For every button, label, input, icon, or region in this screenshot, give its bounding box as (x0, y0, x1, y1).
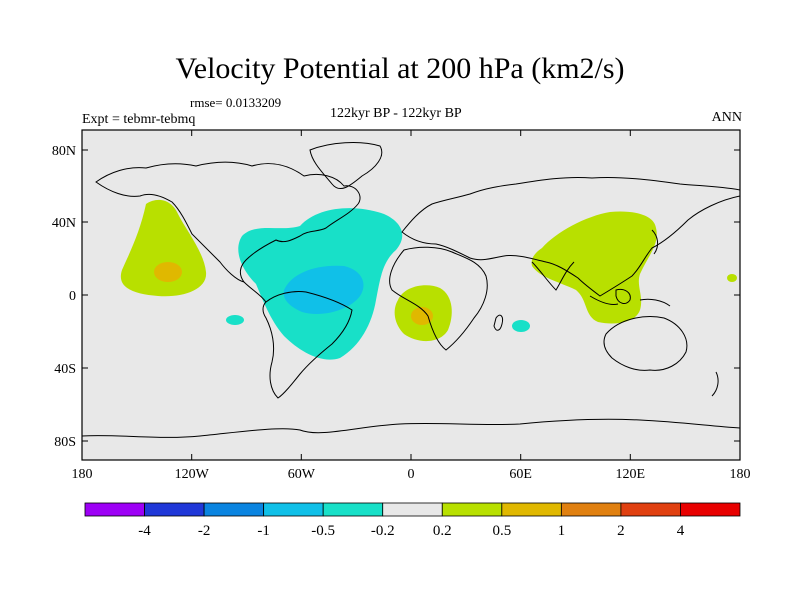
contour-pos-east-pacific (120, 199, 207, 297)
lon-tick-0: 0 (408, 130, 415, 482)
coast-eurasia (401, 176, 740, 297)
lat-tick-0: 0 (69, 289, 740, 304)
colorbar-label: -1 (257, 523, 270, 539)
contour-core-amazon (283, 265, 364, 315)
lon-label-60E: 60E (509, 467, 532, 482)
lat-label-40S: 40S (54, 362, 76, 377)
lon-axis: 180 120W 60W 0 60E 120E 180 (72, 130, 751, 482)
season-label: ANN (711, 110, 742, 125)
lat-axis: 80N 40N 0 40S 80S (52, 144, 740, 450)
contour-layer (82, 142, 740, 438)
coast-japan (651, 229, 659, 255)
lon-label-180-right: 180 (730, 467, 751, 482)
lon-tick-180E: 180 (730, 467, 751, 482)
colorbar-label: -0.2 (371, 523, 395, 539)
lon-label-120W: 120W (175, 467, 210, 482)
coast-australia (603, 316, 688, 371)
contour-neg-small-indian (512, 320, 530, 332)
colorbar-label: 2 (617, 523, 625, 539)
colorbar-label: 1 (558, 523, 566, 539)
lon-tick-180W: 180 (72, 467, 93, 482)
colorbar-label: -0.5 (311, 523, 335, 539)
contour-pos-small-pacific (727, 274, 737, 282)
coast-new-guinea (639, 298, 671, 307)
colorbar-swatch (322, 502, 384, 517)
lon-label-180-left: 180 (72, 467, 93, 482)
coast-africa (389, 246, 488, 351)
lon-label-60W: 60W (288, 467, 316, 482)
coastlines (82, 142, 740, 438)
lat-label-0: 0 (69, 289, 76, 304)
lon-label-0: 0 (408, 467, 415, 482)
rmse-label: rmse= 0.0133209 (190, 95, 282, 110)
lat-label-80S: 80S (54, 435, 76, 450)
colorbar-swatch (263, 502, 324, 517)
colorbar-label: -2 (198, 523, 211, 539)
coast-borneo (615, 289, 631, 304)
contour-core-east-pacific (154, 262, 182, 282)
colorbar-label: 0.2 (433, 523, 452, 539)
colorbar-swatch (680, 502, 741, 517)
lat-label-40N: 40N (52, 216, 76, 231)
colorbar-swatch (84, 502, 145, 517)
contour-core-africa (411, 307, 433, 325)
colorbar-swatch (441, 502, 503, 517)
lon-tick-60E: 60E (509, 130, 532, 482)
lat-tick-40S: 40S (54, 362, 740, 377)
coast-greenland (309, 142, 383, 189)
colorbar-swatch (560, 502, 622, 517)
colorbar-label: -4 (138, 523, 151, 539)
colorbar-swatch (144, 502, 205, 517)
colorbar: -4 -2 -1 -0.5 -0.2 0.2 0.5 1 2 4 (84, 502, 741, 539)
coast-south-america (262, 291, 353, 399)
colorbar-swatch (203, 502, 265, 517)
coast-new-zealand (711, 371, 719, 397)
lat-tick-80S: 80S (54, 435, 740, 450)
lon-tick-60W: 60W (288, 130, 316, 482)
colorbar-swatch (620, 502, 681, 517)
colorbar-label: 4 (677, 523, 685, 539)
coast-madagascar (493, 314, 503, 331)
experiment-label: Expt = tebmr-tebmq (82, 112, 196, 127)
lat-tick-40N: 40N (52, 216, 740, 231)
lon-tick-120E: 120E (616, 130, 646, 482)
coast-sumatra (589, 295, 619, 305)
colorbar-label: 0.5 (492, 523, 511, 539)
lat-label-80N: 80N (52, 144, 76, 159)
coast-antarctica (82, 418, 740, 438)
coast-central-america (243, 281, 267, 303)
map-title: Velocity Potential at 200 hPa (km2/s) (175, 52, 625, 85)
colorbar-swatch (501, 502, 562, 517)
coast-north-america (95, 161, 361, 283)
lon-label-120E: 120E (616, 467, 646, 482)
contour-pos-asia (531, 211, 657, 324)
contour-neg-small-pacific (226, 315, 244, 325)
lon-tick-120W: 120W (175, 130, 210, 482)
lat-tick-80N: 80N (52, 144, 740, 159)
coast-india (531, 261, 575, 291)
colorbar-swatch (382, 502, 443, 517)
period-label: 122kyr BP - 122kyr BP (330, 106, 462, 121)
